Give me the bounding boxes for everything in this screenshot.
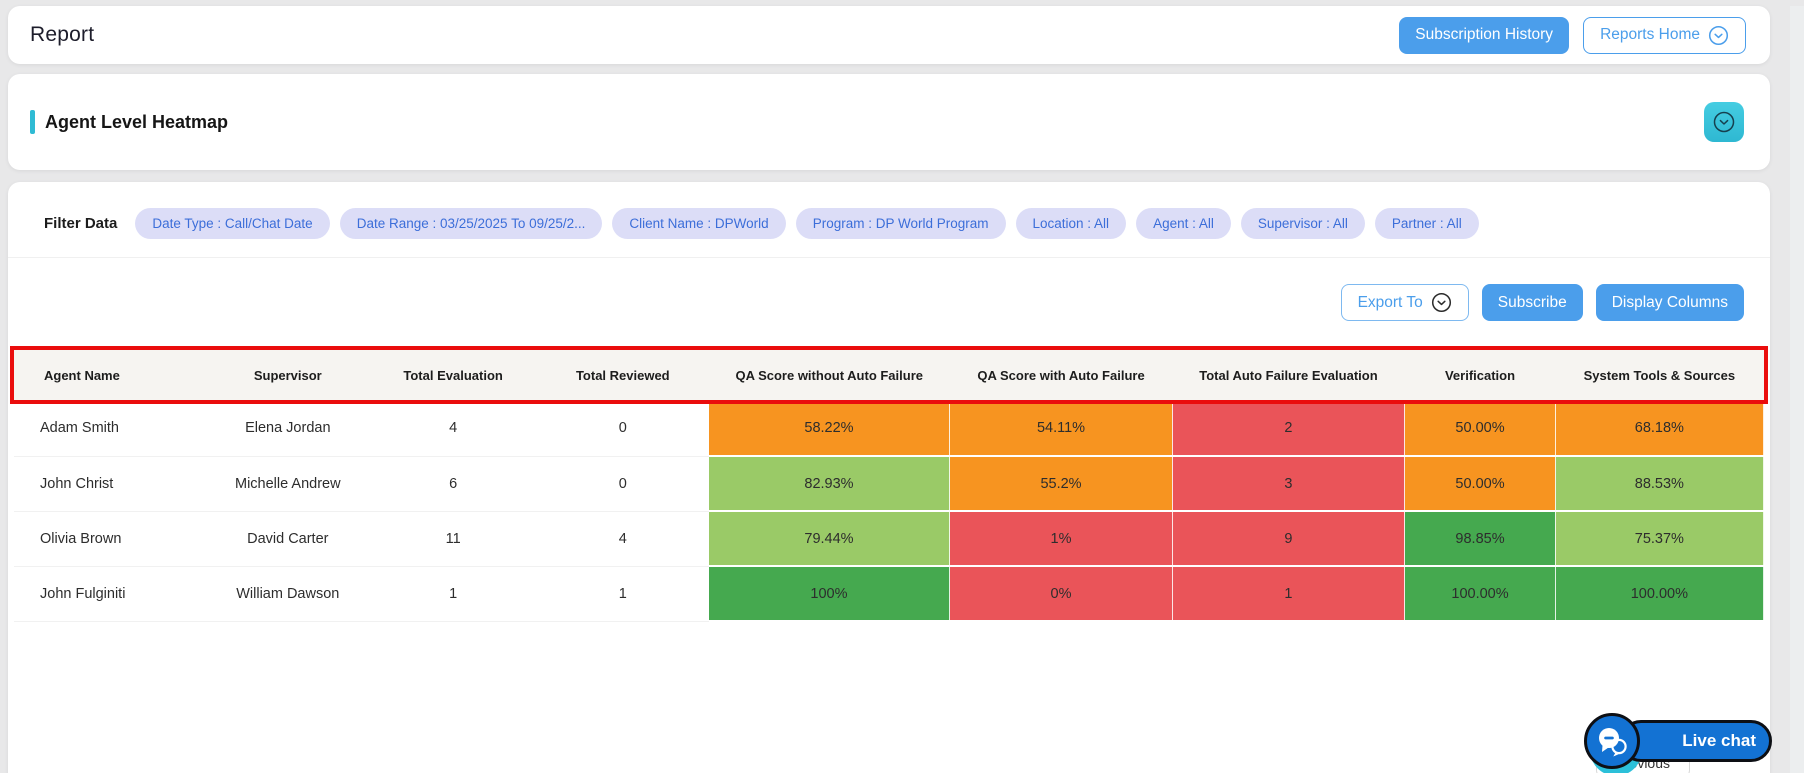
filter-chip[interactable]: Partner : All (1374, 208, 1479, 239)
chevron-down-circle-icon (1708, 25, 1729, 45)
data-cell: Adam Smith (14, 401, 207, 457)
live-chat-button[interactable]: Live chat (1620, 720, 1772, 762)
table-toolbar: Export To Subscribe Display Columns (8, 258, 1770, 349)
column-header: Total Evaluation (369, 349, 538, 401)
topbar-actions: Subscription History Reports Home (1399, 16, 1746, 54)
report-panel: Filter Data Date Type : Call/Chat Date Da… (8, 182, 1770, 773)
heat-cell: 1 (1172, 566, 1406, 622)
filter-chip[interactable]: Location : All (1015, 208, 1127, 239)
heat-cell: 2 (1172, 401, 1406, 457)
column-header: QA Score without Auto Failure (708, 349, 950, 401)
scrollbar-track[interactable] (1790, 6, 1804, 773)
heat-cell: 50.00% (1404, 456, 1556, 512)
chevron-down-circle-icon (1713, 111, 1735, 133)
live-chat-label: Live chat (1682, 731, 1756, 750)
page-title: Report (30, 23, 95, 46)
heat-cell: 50.00% (1404, 401, 1556, 457)
heat-cell: 98.85% (1404, 511, 1556, 567)
filter-data-label: Filter Data (44, 215, 118, 232)
chat-bubbles-icon (1599, 728, 1627, 757)
table-body: Adam Smith Elena Jordan 4 0 58.22% 54.11% 2 50.… (14, 401, 1765, 622)
filter-bar: Filter Data Date Type : Call/Chat Date Da… (8, 182, 1770, 258)
heat-cell: 1% (949, 511, 1173, 567)
chevron-down-circle-icon (1431, 292, 1451, 313)
heatmap-table-wrap: Agent Name Supervisor Total Evaluation Tota… (10, 346, 1768, 622)
filter-chip[interactable]: Date Type : Call/Chat Date (135, 208, 330, 239)
data-cell: 6 (369, 456, 538, 512)
reports-home-button[interactable]: Reports Home (1583, 16, 1746, 54)
subscription-history-label: Subscription History (1415, 26, 1554, 43)
data-cell: John Fulginiti (14, 566, 207, 622)
live-chat-badge[interactable] (1584, 713, 1640, 769)
data-cell: 4 (369, 401, 538, 457)
column-header: Supervisor (206, 349, 370, 401)
table-row: John Christ Michelle Andrew 6 0 82.93% 55.2% 3… (14, 456, 1765, 512)
table-header-row: Agent Name Supervisor Total Evaluation Tota… (14, 349, 1764, 401)
live-chat-widget[interactable]: Live chat (1584, 713, 1772, 773)
display-columns-label: Display Columns (1611, 293, 1728, 311)
data-cell: 11 (369, 511, 538, 567)
heat-cell: 75.37% (1555, 511, 1765, 567)
data-cell: 4 (537, 511, 709, 567)
subscription-history-button[interactable]: Subscription History (1399, 16, 1570, 54)
data-cell: 0 (537, 401, 709, 457)
column-header: System Tools & Sources (1555, 349, 1764, 401)
data-cell: 1 (369, 566, 538, 622)
table-row: Adam Smith Elena Jordan 4 0 58.22% 54.11% 2 50.… (14, 401, 1765, 457)
filter-chip[interactable]: Program : DP World Program (795, 208, 1006, 239)
column-header: Verification (1404, 349, 1556, 401)
data-cell: David Carter (206, 511, 370, 567)
top-bar: Report Subscription History Reports Home (8, 6, 1770, 64)
data-cell: Olivia Brown (14, 511, 207, 567)
heat-cell: 0% (949, 566, 1173, 622)
export-to-button[interactable]: Export To (1340, 284, 1469, 321)
heat-cell: 100.00% (1404, 566, 1556, 622)
export-to-label: Export To (1357, 293, 1423, 311)
heat-cell: 9 (1172, 511, 1406, 567)
column-header: Total Auto Failure Evaluation (1172, 349, 1405, 401)
reports-home-label: Reports Home (1600, 26, 1700, 43)
data-cell: William Dawson (206, 566, 370, 622)
column-header: QA Score with Auto Failure (949, 349, 1173, 401)
section-header: Agent Level Heatmap (8, 74, 1770, 170)
data-cell: 1 (537, 566, 709, 622)
heat-cell: 82.93% (708, 456, 951, 512)
subscribe-button[interactable]: Subscribe (1481, 284, 1583, 321)
heat-cell: 3 (1172, 456, 1406, 512)
accent-bar (30, 110, 35, 134)
filter-chip[interactable]: Date Range : 03/25/2025 To 09/25/2... (339, 208, 603, 239)
heat-cell: 100.00% (1555, 566, 1765, 622)
heat-cell: 54.11% (949, 401, 1173, 457)
collapse-section-button[interactable] (1704, 102, 1744, 142)
filter-chip[interactable]: Supervisor : All (1240, 208, 1365, 239)
table-row: John Fulginiti William Dawson 1 1 100% 0% 1 100… (14, 566, 1765, 622)
heat-cell: 79.44% (708, 511, 951, 567)
data-cell: Elena Jordan (206, 401, 370, 457)
data-cell: Michelle Andrew (206, 456, 370, 512)
column-header: Total Reviewed (537, 349, 709, 401)
heat-cell: 55.2% (949, 456, 1173, 512)
filter-chip[interactable]: Client Name : DPWorld (612, 208, 786, 239)
data-cell: John Christ (14, 456, 207, 512)
section-title-wrap: Agent Level Heatmap (30, 110, 228, 134)
display-columns-button[interactable]: Display Columns (1595, 284, 1744, 321)
section-title: Agent Level Heatmap (45, 111, 229, 132)
heat-cell: 68.18% (1555, 401, 1765, 457)
heat-cell: 58.22% (708, 401, 951, 457)
heat-cell: 88.53% (1555, 456, 1765, 512)
heat-cell: 100% (708, 566, 951, 622)
table-row: Olivia Brown David Carter 11 4 79.44% 1% 9 98.8… (14, 511, 1765, 567)
filter-chips: Date Type : Call/Chat Date Date Range : 0… (135, 208, 1479, 239)
filter-chip[interactable]: Agent : All (1136, 208, 1231, 239)
heatmap-table: Agent Name Supervisor Total Evaluation Tota… (14, 349, 1765, 622)
data-cell: 0 (537, 456, 709, 512)
subscribe-label: Subscribe (1497, 293, 1567, 311)
column-header: Agent Name (14, 349, 207, 401)
